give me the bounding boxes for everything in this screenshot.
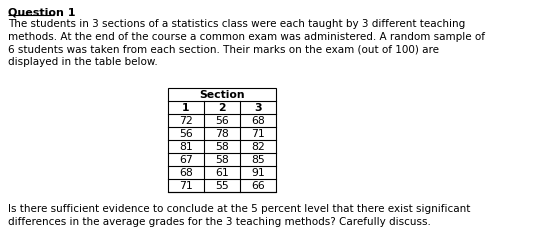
Text: 2: 2: [218, 103, 226, 113]
Text: Is there sufficient evidence to conclude at the 5 percent level that there exist: Is there sufficient evidence to conclude…: [8, 204, 471, 227]
Text: 85: 85: [251, 154, 265, 165]
Text: 68: 68: [251, 116, 265, 125]
Text: 1: 1: [182, 103, 190, 113]
Text: 58: 58: [215, 141, 229, 151]
Bar: [168, 88, 276, 192]
Text: 3: 3: [254, 103, 262, 113]
Text: Question 1: Question 1: [8, 7, 76, 17]
Text: The students in 3 sections of a statistics class were each taught by 3 different: The students in 3 sections of a statisti…: [8, 19, 485, 67]
Text: 55: 55: [215, 181, 229, 190]
Text: 71: 71: [251, 128, 265, 138]
Text: 56: 56: [179, 128, 193, 138]
Text: 82: 82: [251, 141, 265, 151]
Text: 91: 91: [251, 168, 265, 178]
Text: 81: 81: [179, 141, 193, 151]
Text: 66: 66: [251, 181, 265, 190]
Text: 56: 56: [215, 116, 229, 125]
Text: 68: 68: [179, 168, 193, 178]
Text: 71: 71: [179, 181, 193, 190]
Text: 61: 61: [215, 168, 229, 178]
Text: 67: 67: [179, 154, 193, 165]
Text: 58: 58: [215, 154, 229, 165]
Text: Section: Section: [199, 89, 245, 100]
Text: 78: 78: [215, 128, 229, 138]
Text: 72: 72: [179, 116, 193, 125]
